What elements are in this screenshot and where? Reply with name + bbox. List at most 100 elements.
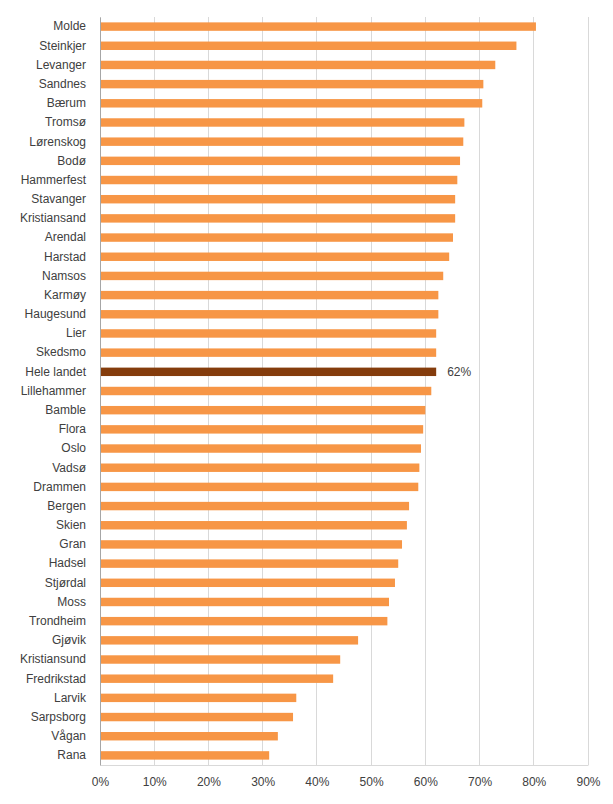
category-label: Hammerfest xyxy=(21,173,87,187)
chart: 0%10%20%30%40%50%60%70%80%90%MoldeSteink… xyxy=(0,0,613,804)
bar xyxy=(100,291,438,299)
tick: Hele landet xyxy=(25,365,100,379)
bar xyxy=(100,559,398,567)
category-label: Gjøvik xyxy=(52,633,87,647)
bar xyxy=(100,137,463,145)
tick: Tromsø xyxy=(45,115,100,129)
category-label: Haugesund xyxy=(25,307,86,321)
bar xyxy=(100,732,278,740)
bar xyxy=(100,195,455,203)
tick: Drammen xyxy=(33,480,100,494)
tick-label: 50% xyxy=(360,775,384,789)
tick: Steinkjer xyxy=(39,39,100,53)
category-label: Fredrikstad xyxy=(26,672,86,686)
bar xyxy=(100,22,536,30)
tick: Oslo xyxy=(61,441,100,455)
tick: Arendal xyxy=(45,230,100,244)
tick: Trondheim xyxy=(29,614,100,628)
bar xyxy=(100,636,358,644)
tick: Rana xyxy=(57,748,100,762)
bar xyxy=(100,502,409,510)
tick: Stjørdal xyxy=(45,576,100,590)
category-label: Bodø xyxy=(57,154,86,168)
bar xyxy=(100,233,453,241)
bar xyxy=(100,80,483,88)
tick: 0% xyxy=(92,765,110,789)
category-label: Lier xyxy=(66,326,86,340)
category-label: Vadsø xyxy=(52,461,86,475)
bar xyxy=(100,272,443,280)
grid-line xyxy=(479,17,480,765)
plot: 0%10%20%30%40%50%60%70%80%90%MoldeSteink… xyxy=(20,17,601,789)
x-axis: 0%10%20%30%40%50%60%70%80%90% xyxy=(92,765,601,789)
data-labels: 62% xyxy=(447,365,471,379)
tick: Kristiansund xyxy=(20,652,100,666)
category-label: Bergen xyxy=(47,499,86,513)
bar xyxy=(100,694,296,702)
tick: Hammerfest xyxy=(21,173,100,187)
tick: Moss xyxy=(57,595,100,609)
tick: Molde xyxy=(53,19,100,33)
tick: Gran xyxy=(59,537,100,551)
bar xyxy=(100,61,495,69)
tick: Haugesund xyxy=(25,307,100,321)
tick: Lier xyxy=(66,326,100,340)
bar xyxy=(100,444,421,452)
tick: 10% xyxy=(143,765,167,789)
bar xyxy=(100,253,449,261)
category-label: Moss xyxy=(57,595,86,609)
category-label: Gran xyxy=(59,537,86,551)
category-label: Drammen xyxy=(33,480,86,494)
bar xyxy=(100,310,438,318)
tick: Vadsø xyxy=(52,461,100,475)
category-label: Hadsel xyxy=(49,556,86,570)
category-label: Sarpsborg xyxy=(31,710,86,724)
category-label: Stavanger xyxy=(31,192,86,206)
tick: Sandnes xyxy=(39,77,100,91)
category-label: Molde xyxy=(53,19,86,33)
bar xyxy=(100,99,482,107)
tick: Gjøvik xyxy=(52,633,100,647)
bar xyxy=(100,598,389,606)
bar xyxy=(100,348,436,356)
tick: Skedsmo xyxy=(36,345,100,359)
category-label: Stjørdal xyxy=(45,576,86,590)
category-label: Karmøy xyxy=(44,288,86,302)
bar xyxy=(100,463,419,471)
bar xyxy=(100,751,269,759)
bar xyxy=(100,713,293,721)
tick: Hadsel xyxy=(49,556,100,570)
category-label: Oslo xyxy=(61,441,86,455)
category-label: Hele landet xyxy=(25,365,86,379)
tick: Harstad xyxy=(44,250,100,264)
data-label: 62% xyxy=(447,365,471,379)
grid-line xyxy=(533,17,534,765)
category-label: Rana xyxy=(57,748,86,762)
tick-label: 20% xyxy=(197,775,221,789)
bar xyxy=(100,387,431,395)
tick: 70% xyxy=(468,765,492,789)
bar xyxy=(100,157,460,165)
category-label: Sandnes xyxy=(39,77,86,91)
category-label: Flora xyxy=(59,422,87,436)
axis-line xyxy=(101,765,589,766)
bar xyxy=(100,540,402,548)
tick-label: 30% xyxy=(251,775,275,789)
tick: Levanger xyxy=(36,58,100,72)
tick: 90% xyxy=(576,765,600,789)
category-label: Larvik xyxy=(54,691,87,705)
tick: Lørenskog xyxy=(29,135,100,149)
category-label: Arendal xyxy=(45,230,86,244)
tick: Bodø xyxy=(57,154,100,168)
bar xyxy=(100,176,457,184)
tick-label: 70% xyxy=(468,775,492,789)
bar xyxy=(100,617,387,625)
tick: Bamble xyxy=(45,403,100,417)
grid-line xyxy=(588,17,589,765)
bar xyxy=(100,425,423,433)
tick: Larvik xyxy=(54,691,100,705)
bar xyxy=(100,368,436,376)
tick-label: 60% xyxy=(414,775,438,789)
tick: Bergen xyxy=(47,499,100,513)
category-label: Tromsø xyxy=(45,115,87,129)
